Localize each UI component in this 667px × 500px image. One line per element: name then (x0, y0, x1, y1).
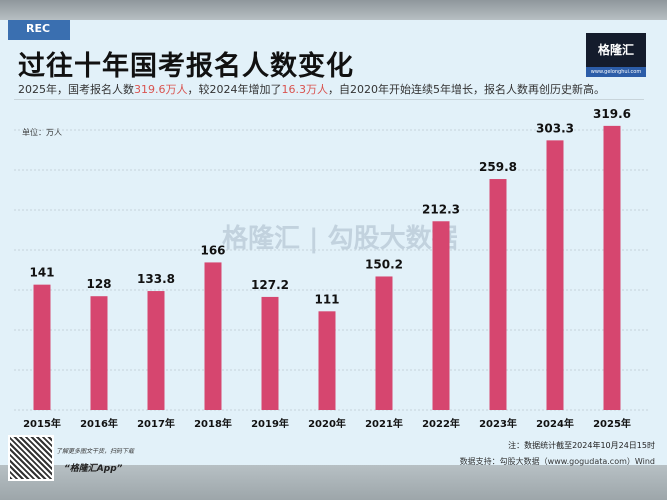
data-label: 111 (314, 292, 339, 306)
data-label: 303.3 (536, 121, 574, 135)
x-tick-label: 2025年 (593, 417, 631, 430)
data-label: 133.8 (137, 272, 175, 286)
bottom-bar (0, 465, 667, 500)
app-name: “格隆汇App” (64, 464, 123, 474)
bar (432, 221, 450, 410)
qr-code[interactable] (8, 435, 54, 481)
qr-caption: 了解更多图文干货，扫码下载 (56, 448, 135, 455)
bar (204, 262, 222, 410)
x-tick-label: 2024年 (536, 417, 574, 430)
bar (261, 296, 279, 410)
data-label: 141 (29, 266, 54, 280)
bar (147, 291, 165, 410)
bar (318, 311, 336, 410)
subtitle: 2025年，国考报名人数319.6万人，较2024年增加了16.3万人，自202… (18, 83, 605, 96)
data-label: 259.8 (479, 160, 517, 174)
bar (90, 296, 108, 410)
data-note: 注：数据统计截至2024年10月24日15时 (508, 441, 655, 450)
x-tick-label: 2017年 (137, 417, 175, 430)
bar (546, 140, 564, 410)
top-bar (0, 0, 667, 20)
page-title: 过往十年国考报名人数变化 (18, 51, 354, 82)
x-tick-label: 2015年 (23, 417, 61, 430)
data-source: 数据支持：勾股大数据（www.gogudata.com）Wind (459, 457, 655, 466)
x-tick-label: 2019年 (251, 417, 289, 430)
data-label: 319.6 (593, 107, 631, 121)
bar (489, 179, 507, 410)
watermark: 格隆汇 | 勾股大数据 (222, 224, 458, 254)
brand-logo: 格隆汇 www.gelonghui.com (586, 33, 646, 77)
data-label: 150.2 (365, 257, 403, 271)
data-label: 166 (200, 243, 225, 257)
data-label: 212.3 (422, 202, 460, 216)
unit-label: 单位：万人 (22, 128, 62, 137)
data-label: 128 (86, 277, 111, 291)
bar (33, 284, 51, 410)
rec-badge: REC (8, 20, 70, 40)
x-tick-label: 2016年 (80, 417, 118, 430)
x-tick-label: 2020年 (308, 417, 346, 430)
bar (603, 125, 621, 410)
divider (14, 99, 644, 100)
x-tick-label: 2022年 (422, 417, 460, 430)
bar (375, 276, 393, 410)
x-tick-label: 2023年 (479, 417, 517, 430)
x-tick-label: 2021年 (365, 417, 403, 430)
data-label: 127.2 (251, 278, 289, 292)
x-tick-label: 2018年 (194, 417, 232, 430)
